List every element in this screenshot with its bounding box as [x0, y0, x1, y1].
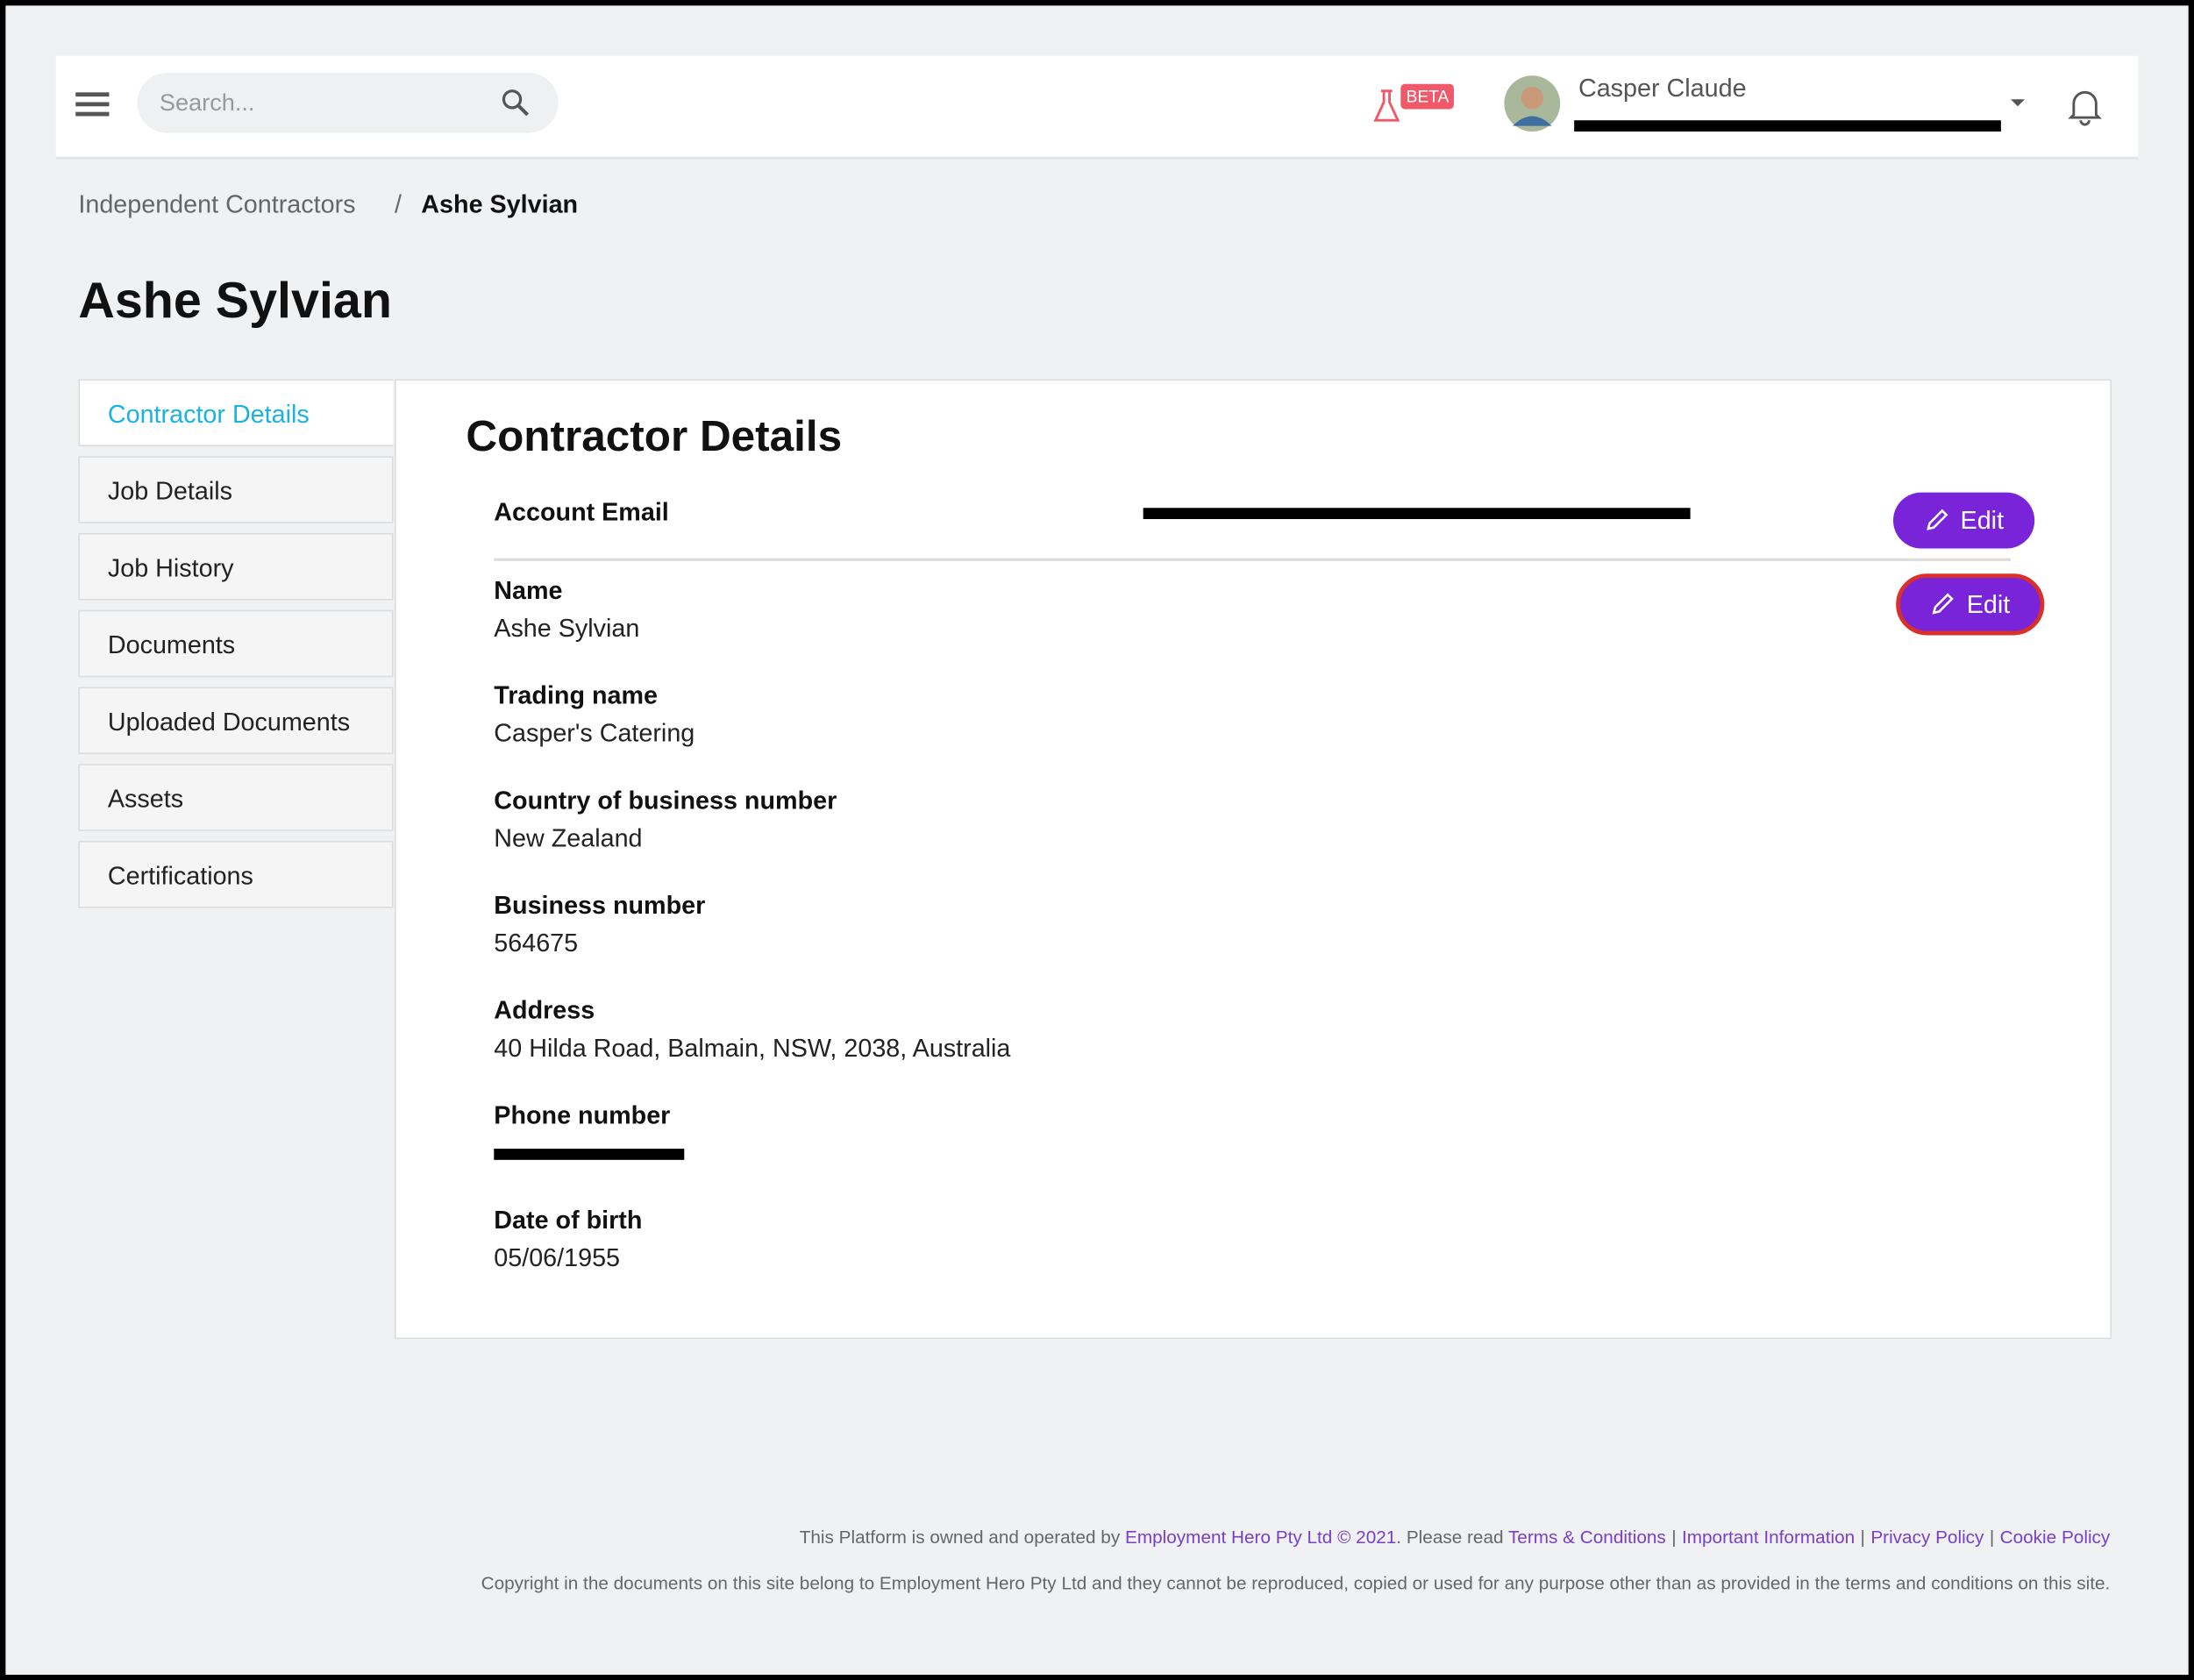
field-value: 564675: [494, 929, 579, 957]
top-bar: Search... BETA Casper Claude: [55, 55, 2139, 160]
footer-prefix: This Platform is owned and operated by: [799, 1526, 1125, 1548]
breadcrumb-separator: /: [394, 190, 402, 218]
search-box[interactable]: Search...: [137, 72, 559, 133]
footer-link[interactable]: Privacy Policy: [1870, 1526, 1984, 1548]
pencil-icon: [1933, 593, 1955, 615]
dropdown-caret[interactable]: [2009, 98, 2026, 110]
field-label: Trading name: [494, 681, 659, 710]
field-label: Name: [494, 576, 563, 605]
field-value: Ashe Sylvian: [494, 614, 640, 643]
edit-email-button[interactable]: Edit: [1892, 492, 2035, 549]
edit-label: Edit: [1960, 505, 2005, 534]
tab[interactable]: Certifications: [78, 841, 394, 908]
avatar[interactable]: [1504, 75, 1563, 134]
footer-link[interactable]: Important Information: [1681, 1526, 1856, 1548]
page-title: Ashe Sylvian: [78, 271, 392, 329]
edit-details-button[interactable]: Edit: [1896, 573, 2045, 636]
field-label: Phone number: [494, 1100, 671, 1129]
tab[interactable]: Documents: [78, 609, 394, 678]
redacted-user-email: [1574, 120, 2001, 132]
footer-link[interactable]: Cookie Policy: [1999, 1526, 2111, 1548]
details-panel: Contractor Details Account Email Edit Ed…: [394, 379, 2112, 1340]
field-value: New Zealand: [494, 823, 643, 852]
field-value: 40 Hilda Road, Balmain, NSW, 2038, Austr…: [494, 1034, 1011, 1063]
menu-icon[interactable]: [75, 89, 111, 120]
edit-label: Edit: [1966, 589, 2011, 618]
tab[interactable]: Job History: [78, 532, 394, 601]
app: Search... BETA Casper Claude Independent…: [5, 5, 2189, 1676]
tab[interactable]: Assets: [78, 764, 394, 831]
company-link[interactable]: Employment Hero Pty Ltd © 2021: [1124, 1526, 1397, 1548]
beta-flask-icon: [1373, 89, 1400, 122]
section-title: Contractor Details: [466, 411, 843, 460]
search-placeholder: Search...: [159, 89, 255, 117]
field-label: Date of birth: [494, 1206, 643, 1235]
divider: [494, 558, 2012, 561]
breadcrumb-current: Ashe Sylvian: [421, 190, 579, 218]
account-email-label: Account Email: [494, 498, 669, 526]
tab[interactable]: Job Details: [78, 456, 394, 523]
redacted-value: [494, 1149, 685, 1160]
user-name[interactable]: Casper Claude: [1578, 74, 1747, 103]
pencil-icon: [1927, 509, 1948, 530]
notification-bell[interactable]: [2068, 87, 2102, 126]
beta-badge: BETA: [1400, 83, 1455, 110]
footer-middle: . Please read: [1396, 1526, 1508, 1548]
footer-copyright: Copyright in the documents on this site …: [481, 1572, 2111, 1594]
field-label: Address: [494, 996, 595, 1025]
field-value: Casper's Catering: [494, 719, 695, 748]
breadcrumb-parent[interactable]: Independent Contractors: [78, 190, 356, 218]
link-separator: |: [1860, 1526, 1865, 1548]
redacted-account-email: [1143, 508, 1691, 520]
field-value: 05/06/1955: [494, 1243, 621, 1272]
link-separator: |: [1989, 1526, 1995, 1548]
footer-ownership: This Platform is owned and operated by E…: [800, 1527, 2111, 1548]
tab[interactable]: Uploaded Documents: [78, 687, 394, 755]
tab[interactable]: Contractor Details: [78, 379, 394, 447]
search-icon: [502, 89, 529, 117]
footer-link[interactable]: Terms & Conditions: [1507, 1526, 1666, 1548]
link-separator: |: [1671, 1526, 1677, 1548]
field-label: Business number: [494, 891, 706, 920]
field-label: Country of business number: [494, 786, 837, 815]
